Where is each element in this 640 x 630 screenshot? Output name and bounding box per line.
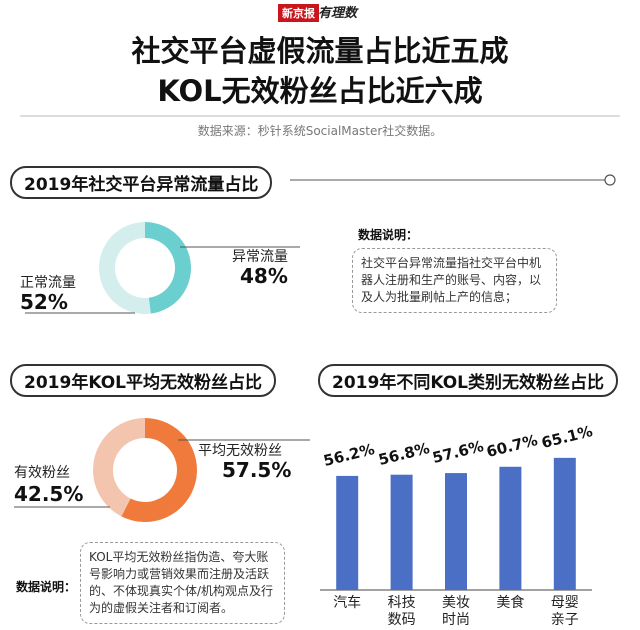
source: 数据来源：秒针系统SocialMaster社交数据。: [197, 124, 443, 138]
bar: [390, 474, 413, 590]
title: 社交平台虚假流量占比近五成: [131, 34, 509, 68]
segment-label: 正常流量: [20, 275, 76, 291]
note-label: 数据说明：: [358, 228, 419, 242]
bar: [336, 475, 359, 590]
segment-label: 有效粉丝: [14, 465, 70, 481]
donut-segment: [98, 222, 151, 314]
value-label: 42.5%: [14, 482, 84, 506]
value-label: 48%: [240, 264, 288, 288]
segment-label: 异常流量: [232, 249, 288, 265]
category-label: 美妆时尚: [442, 595, 470, 628]
brand: 新京报: [278, 4, 319, 22]
note: KOL平均无效粉丝指伪造、夸大账号影响力或营销效果而注册及活跃的、不体现真实个体…: [80, 542, 285, 624]
category-label: 汽车: [333, 595, 362, 611]
category-label: 科技数码: [387, 595, 416, 628]
title: KOL无效粉丝占比近六成: [157, 74, 483, 108]
segment-label: 平均无效粉丝: [198, 443, 282, 459]
donut-segment: [145, 222, 191, 314]
column-name: 有理数: [318, 6, 358, 21]
value-label: 52%: [20, 290, 68, 314]
category-label: 母婴亲子: [550, 595, 579, 628]
section-title: 2019年社交平台异常流量占比: [10, 166, 273, 199]
section-title: 2019年不同KOL类别无效粉丝占比: [318, 364, 619, 397]
donut-segment: [93, 418, 145, 517]
category-label: 美食: [496, 595, 525, 611]
note: 社交平台异常流量指社交平台中机器人注册和生产的账号、内容，以及人为批量刷帖上产的…: [352, 248, 557, 313]
bar: [553, 457, 576, 590]
section-title: 2019年KOL平均无效粉丝占比: [10, 364, 277, 397]
section-dot: [604, 174, 616, 186]
value-label: 57.5%: [222, 458, 292, 482]
bar: [445, 473, 467, 590]
bar: [499, 466, 522, 590]
note-label: 数据说明：: [16, 580, 77, 594]
donut-segment: [121, 418, 198, 522]
